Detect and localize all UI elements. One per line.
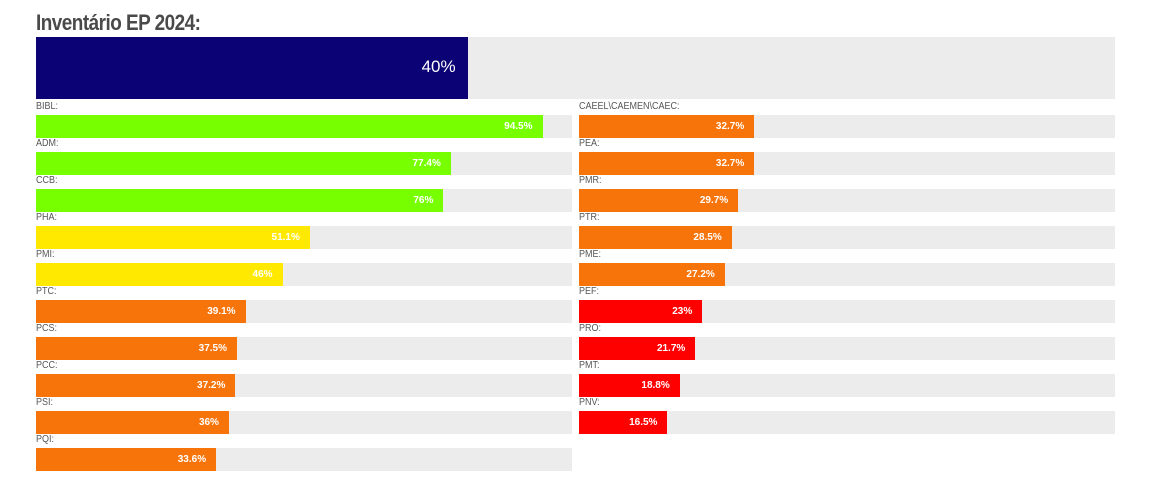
bar-value-label: 32.7%: [715, 158, 745, 169]
bar-row: PCS: 37.5%: [36, 323, 572, 360]
bar-track: 51.1%: [36, 226, 572, 249]
bar-value-label: 23%: [672, 306, 693, 317]
bar-value-label: 39.1%: [207, 306, 236, 317]
bar: 94.5%: [36, 115, 543, 138]
bar: 37.5%: [36, 337, 237, 360]
bar-track: 18.8%: [579, 374, 1115, 397]
bar-category-label: BIBL:: [36, 101, 59, 112]
bar-category-label: PEF:: [579, 286, 600, 297]
bar-track: 36%: [36, 411, 572, 434]
bar-row: CCB: 76%: [36, 175, 572, 212]
bar-row: PME: 27.2%: [579, 249, 1115, 286]
bar-category-label: PMR:: [579, 175, 602, 186]
bar-category-label: ADM:: [36, 138, 59, 149]
bar: 23%: [579, 300, 703, 323]
bar-category-label: CAEEL\CAEMEN\CAEC:: [579, 101, 680, 112]
bar-value-label: 94.5%: [504, 121, 533, 132]
bar-row: CAEEL\CAEMEN\CAEC: 32.7%: [579, 101, 1115, 138]
bar-row: ADM: 77.4%: [36, 138, 572, 175]
bar-row: BIBL: 94.5%: [36, 101, 572, 138]
bar: 76%: [36, 189, 444, 212]
bar-value-label: 77.4%: [412, 158, 441, 169]
bar-category-label: PSI:: [36, 397, 54, 408]
bar-track: 77.4%: [36, 152, 572, 175]
bar-track: 94.5%: [36, 115, 572, 138]
bar-row: PHA: 51.1%: [36, 212, 572, 249]
bar-row: PRO: 21.7%: [579, 323, 1115, 360]
bar-category-label: PRO:: [579, 323, 602, 334]
bar-value-label: 18.8%: [641, 380, 670, 391]
bar: 39.1%: [36, 300, 246, 323]
bar: 51.1%: [36, 226, 310, 249]
bar-track: 32.7%: [579, 152, 1115, 175]
bar-track: 29.7%: [579, 189, 1115, 212]
bar-track: 21.7%: [579, 337, 1115, 360]
bar-value-label: 16.5%: [629, 417, 658, 428]
bar-track: 39.1%: [36, 300, 572, 323]
bar: 27.2%: [579, 263, 725, 286]
bar-value-label: 76%: [413, 195, 434, 206]
bar-value-label: 36%: [198, 417, 219, 428]
bar: 46%: [36, 263, 283, 286]
overall-progress-label: 40%: [421, 57, 456, 76]
bar-row: PEF: 23%: [579, 286, 1115, 323]
bar-category-label: PCC:: [36, 360, 58, 371]
bar-row: PTC: 39.1%: [36, 286, 572, 323]
bar-track: 46%: [36, 263, 572, 286]
bar-track: 28.5%: [579, 226, 1115, 249]
bar-category-label: PHA:: [36, 212, 58, 223]
bar-row: PMI: 46%: [36, 249, 572, 286]
bar-row: PMR: 29.7%: [579, 175, 1115, 212]
bar-row: PCC: 37.2%: [36, 360, 572, 397]
bar-value-label: 28.5%: [693, 232, 722, 243]
bar-category-label: PTR:: [579, 212, 600, 223]
bar-value-label: 46%: [252, 269, 273, 280]
bar: 33.6%: [36, 448, 217, 471]
bar-category-label: PCS:: [36, 323, 58, 334]
bar-value-label: 21.7%: [656, 343, 686, 354]
bar-track: 33.6%: [36, 448, 572, 471]
bar: 36%: [36, 411, 229, 434]
bar-row: PTR: 28.5%: [579, 212, 1115, 249]
bar-row: PQI: 33.6%: [36, 434, 572, 471]
bar-category-label: PMT:: [579, 360, 600, 371]
bar-row: PSI: 36%: [36, 397, 572, 434]
bar-value-label: 29.7%: [699, 195, 729, 206]
bar-track: 27.2%: [579, 263, 1115, 286]
overall-progress-track: 40%: [36, 37, 1115, 99]
bar: 37.2%: [36, 374, 236, 397]
overall-progress-bar: 40%: [36, 37, 468, 99]
bar: 16.5%: [579, 411, 668, 434]
bar-category-label: PQI:: [36, 434, 55, 445]
bar: 32.7%: [579, 152, 755, 175]
bar: 18.8%: [579, 374, 680, 397]
chart-title: Inventário EP 2024:: [36, 10, 201, 35]
bar-value-label: 51.1%: [271, 232, 300, 243]
bar-track: 16.5%: [579, 411, 1115, 434]
bar-track: 32.7%: [579, 115, 1115, 138]
bar-category-label: PEA:: [579, 138, 600, 149]
bar-value-label: 33.6%: [177, 454, 207, 465]
bar: 77.4%: [36, 152, 451, 175]
bar-track: 37.2%: [36, 374, 572, 397]
bar-row: PEA: 32.7%: [579, 138, 1115, 175]
bar-row: PNV: 16.5%: [579, 397, 1115, 434]
bar-value-label: 27.2%: [686, 269, 715, 280]
bar-track: 76%: [36, 189, 572, 212]
bar-category-label: CCB:: [36, 175, 58, 186]
bar-value-label: 37.2%: [197, 380, 226, 391]
bar-track: 23%: [579, 300, 1115, 323]
bar: 32.7%: [579, 115, 755, 138]
bar-category-label: PMI:: [36, 249, 55, 260]
bar-track: 37.5%: [36, 337, 572, 360]
bar-category-label: PME:: [579, 249, 602, 260]
bar-value-label: 32.7%: [715, 121, 745, 132]
bar-value-label: 37.5%: [198, 343, 227, 354]
bar-row: PMT: 18.8%: [579, 360, 1115, 397]
bar-category-label: PNV:: [579, 397, 600, 408]
bar: 28.5%: [579, 226, 732, 249]
bar: 29.7%: [579, 189, 739, 212]
bar-category-label: PTC:: [36, 286, 57, 297]
bar: 21.7%: [579, 337, 696, 360]
